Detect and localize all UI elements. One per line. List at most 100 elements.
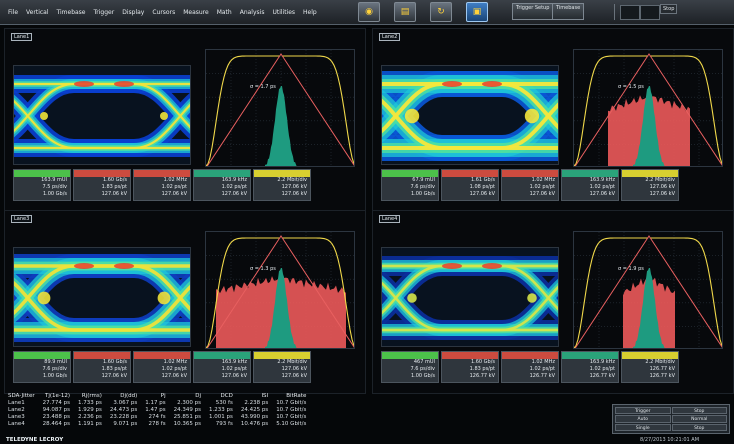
table-cell: 278 fs (148, 420, 166, 427)
control-button-stop[interactable]: Stop (671, 423, 727, 431)
parameter-tile[interactable]: 1.60 Gb/s 1.83 ps/pt 126.77 kV (441, 351, 499, 383)
lane-tag[interactable]: Lane2 (379, 33, 401, 41)
timebase-button[interactable]: Timebase (552, 3, 585, 20)
parameter-strip: 467 mUI 7.6 ps/div 1.00 Gb/s 1.60 Gb/s 1.83 … (381, 351, 679, 383)
parameter-value: 163.9 kHz (221, 359, 247, 365)
control-button-normal[interactable]: Normal (671, 415, 727, 423)
lane-panel-3: Lane3 σ = 1.3 ps 89.9 mUI 7.6 ps/div 1.00 Gb… (4, 210, 366, 394)
parameter-tile[interactable]: 1.02 MHz 1.02 ps/pt 127.06 kV (501, 169, 559, 201)
parameter-value: 127.06 kV (161, 191, 187, 197)
spectrum-icon[interactable]: ▤ (394, 2, 416, 22)
menu-item-file[interactable]: File (8, 8, 19, 16)
parameter-tile-header (74, 170, 130, 177)
parameter-value: 1.61 Gb/s (470, 177, 495, 183)
parameter-tile-header (442, 352, 498, 359)
stop-button[interactable]: Stop (660, 4, 678, 14)
brand-label: TELEDYNE LECROY (6, 437, 64, 443)
table-cell: 2.236 ps (78, 413, 102, 420)
table-row[interactable]: Lane2 94.087 ps 1.929 ps 24.473 ps 1.47 ps 24… (4, 406, 310, 413)
control-button-auto[interactable]: Auto (615, 415, 671, 423)
parameter-tile[interactable]: 1.60 Gb/s 1.83 ps/pt 127.06 kV (73, 351, 131, 383)
parameter-value: 127.06 kV (649, 191, 675, 197)
parameter-tile[interactable]: 1.60 Gb/s 1.83 ps/pt 127.06 kV (73, 169, 131, 201)
lane-tag[interactable]: Lane3 (11, 215, 33, 223)
trigger-setup-button[interactable]: Trigger Setup (512, 3, 554, 20)
parameter-tile[interactable]: 2.2 Mbit/div 126.77 kV 126.77 kV (621, 351, 679, 383)
menu-item-utilities[interactable]: Utilities (272, 8, 296, 16)
parameter-value: 1.02 MHz (531, 359, 555, 365)
parameter-tile[interactable]: 163.9 kHz 1.02 ps/pt 127.06 kV (193, 351, 251, 383)
parameter-tile[interactable]: 2.2 Mbit/div 127.06 kV 127.06 kV (253, 351, 311, 383)
menu-item-display[interactable]: Display (122, 8, 145, 16)
menu-item-analysis[interactable]: Analysis (239, 8, 265, 16)
parameter-value: 7.6 ps/div (410, 184, 435, 190)
parameter-tile-header (382, 352, 438, 359)
control-button-single[interactable]: Single (615, 423, 671, 431)
menu-item-timebase[interactable]: Timebase (56, 8, 86, 16)
table-header: Pj (160, 392, 166, 399)
parameter-tile[interactable]: 2.2 Mbit/div 127.06 kV 127.06 kV (621, 169, 679, 201)
parameter-tile[interactable]: 1.02 MHz 1.02 ps/pt 127.06 kV (133, 169, 191, 201)
lane-tag[interactable]: Lane4 (379, 215, 401, 223)
parameter-tile[interactable]: 163.9 mUI 7.5 ps/div 1.00 Gb/s (13, 169, 71, 201)
parameter-tile[interactable]: 1.61 Gb/s 1.08 ps/pt 127.06 kV (441, 169, 499, 201)
eye-icon[interactable]: ◉ (358, 2, 380, 22)
table-cell: Lane1 (8, 399, 25, 406)
parameter-tile[interactable]: 89.9 mUI 7.6 ps/div 1.00 Gb/s (13, 351, 71, 383)
sigma-annotation: σ = 1.3 ps (250, 266, 276, 272)
menu-item-math[interactable]: Math (216, 8, 232, 16)
menu-item-cursors[interactable]: Cursors (152, 8, 176, 16)
parameter-tile[interactable]: 467 mUI 7.6 ps/div 1.00 Gb/s (381, 351, 439, 383)
parameter-tile-header (562, 170, 618, 177)
mini-display-1[interactable] (620, 5, 640, 20)
parameter-tile[interactable]: 2.2 Mbit/div 127.06 kV 127.06 kV (253, 169, 311, 201)
bathtub-curve: σ = 1.7 ps (205, 49, 355, 167)
parameter-value: 2.2 Mbit/div (277, 359, 307, 365)
parameter-value: 127.06 kV (281, 373, 307, 379)
parameter-value: 127.06 kV (221, 373, 247, 379)
parameter-tile[interactable]: 67.9 mUI 7.6 ps/div 1.00 Gb/s (381, 169, 439, 201)
parameter-value: 1.60 Gb/s (102, 177, 127, 183)
sigma-annotation: σ = 1.5 ps (618, 84, 644, 90)
lane-tag[interactable]: Lane1 (11, 33, 33, 41)
table-cell: 94.087 ps (42, 406, 71, 413)
parameter-tile[interactable]: 163.9 kHz 1.02 ps/pt 127.06 kV (561, 169, 619, 201)
parameter-tile[interactable]: 163.9 kHz 1.02 ps/pt 126.77 kV (561, 351, 619, 383)
parameter-tile[interactable]: 1.02 MHz 1.02 ps/pt 126.77 kV (501, 351, 559, 383)
parameter-value: 2.2 Mbit/div (645, 177, 675, 183)
clock-readout: 8/27/2013 10:21:01 AM (640, 437, 700, 443)
sigma-annotation: σ = 1.9 ps (618, 266, 644, 272)
table-cell: 10.7 Gbit/s (276, 406, 307, 413)
parameter-tile[interactable]: 1.02 MHz 1.02 ps/pt 127.06 kV (133, 351, 191, 383)
menu-item-help[interactable]: Help (303, 8, 317, 16)
table-row[interactable]: Lane3 23.488 ps 2.236 ps 23.228 ps 274 fs 25.… (4, 413, 310, 420)
menu-item-measure[interactable]: Measure (183, 8, 209, 16)
table-cell: 24.349 ps (173, 406, 201, 413)
refresh-icon[interactable]: ↻ (430, 2, 452, 22)
parameter-tile[interactable]: 163.9 kHz 1.02 ps/pt 127.06 kV (193, 169, 251, 201)
parameter-value: 2.2 Mbit/div (645, 359, 675, 365)
parameter-value: 126.77 kV (649, 373, 675, 379)
menu-item-vertical[interactable]: Vertical (26, 8, 49, 16)
control-button-trigger[interactable]: Trigger (615, 407, 671, 415)
parameter-value: 89.9 mUI (44, 359, 67, 365)
table-row[interactable]: Lane1 27.774 ps 1.733 ps 3.067 ps 1.17 ps 2.3… (4, 399, 310, 406)
parameter-tile-header (194, 170, 250, 177)
table-cell: 3.067 ps (113, 399, 138, 406)
parameter-tile-header (622, 170, 678, 177)
table-cell: 10.476 ps (240, 420, 269, 427)
table-cell: 23.228 ps (109, 413, 138, 420)
control-button-stop[interactable]: Stop (671, 407, 727, 415)
eye-diagram (381, 247, 559, 347)
mini-display-2[interactable] (640, 5, 660, 20)
capture-icon[interactable]: ▣ (466, 2, 488, 22)
menu-items: File Vertical Timebase Trigger Display Cursor… (4, 0, 321, 24)
parameter-value: 67.9 mUI (412, 177, 435, 183)
table-cell: 28.464 ps (42, 420, 71, 427)
table-row[interactable]: Lane4 28.464 ps 1.191 ps 9.071 ps 278 fs 10.3… (4, 420, 310, 427)
parameter-value: 1.00 Gb/s (410, 373, 435, 379)
table-header: SDA-Jitter (8, 392, 35, 399)
parameter-value: 1.02 ps/pt (221, 366, 247, 372)
menu-item-trigger[interactable]: Trigger (93, 8, 115, 16)
parameter-value: 467 mUI (413, 359, 435, 365)
